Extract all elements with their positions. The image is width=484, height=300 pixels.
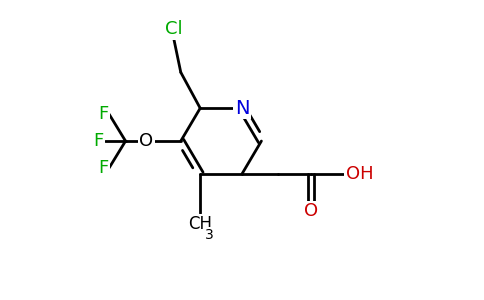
Text: O: O [303,202,318,220]
Text: F: F [93,132,103,150]
Text: F: F [99,105,109,123]
Text: O: O [139,132,153,150]
Text: 3: 3 [205,228,214,242]
Text: Cl: Cl [165,20,182,38]
Text: F: F [99,159,109,177]
Text: CH: CH [188,215,212,233]
Text: OH: OH [346,165,374,183]
Text: N: N [235,99,249,118]
